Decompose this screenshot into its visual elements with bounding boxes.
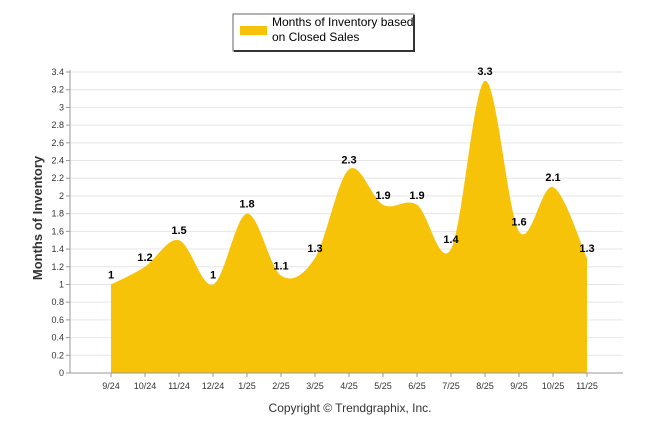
x-tick-label: 3/25 xyxy=(306,381,324,391)
data-label: 1.9 xyxy=(409,190,424,202)
x-tick-label: 11/25 xyxy=(576,381,598,391)
y-tick-label: 2.8 xyxy=(51,120,64,130)
y-tick-label: 0.6 xyxy=(51,315,64,325)
y-tick-label: 2.6 xyxy=(51,138,64,148)
data-label: 1 xyxy=(210,269,216,281)
y-tick-labels: 0 0.2 0.4 0.6 0.8 1 1.2 1.4 1.6 1.8 2 2.2 2.4 2.6 2.8 3… xyxy=(51,67,64,378)
y-tick-label: 1.8 xyxy=(51,209,64,219)
y-tick-label: 0.4 xyxy=(51,333,64,343)
data-labels: 1 1.2 1.5 1 1.8 1.1 1.3 2.3 1.9 1.9 1.4 3.3 1.6 2.1 1.… xyxy=(108,66,595,282)
data-label: 1 xyxy=(108,269,114,281)
legend-label-line-2: on Closed Sales xyxy=(272,30,359,44)
x-tick-label: 10/25 xyxy=(542,381,565,391)
copyright-footer: Copyright © Trendgraphix, Inc. xyxy=(269,401,432,415)
y-tick-label: 0 xyxy=(59,368,64,378)
y-tick-label: 1.6 xyxy=(51,226,64,236)
x-tick-label: 4/25 xyxy=(340,381,358,391)
x-tick-label: 12/24 xyxy=(202,381,225,391)
data-label: 1.1 xyxy=(273,261,288,273)
y-tick-label: 1 xyxy=(59,279,64,289)
x-tick-label: 6/25 xyxy=(408,381,426,391)
x-tick-label: 8/25 xyxy=(476,381,494,391)
data-label: 1.9 xyxy=(375,190,390,202)
y-tick-label: 0.8 xyxy=(51,297,64,307)
x-tick-label: 11/24 xyxy=(168,381,190,391)
inventory-area xyxy=(111,80,587,373)
y-tick-label: 3.4 xyxy=(51,67,64,77)
x-tick-label: 1/25 xyxy=(238,381,256,391)
y-tick-label: 2.4 xyxy=(51,156,64,166)
y-tick-label: 1.4 xyxy=(51,244,64,254)
area-layer xyxy=(111,80,587,373)
axes xyxy=(69,70,623,377)
x-tick-labels: 9/24 10/24 11/24 12/24 1/25 2/25 3/25 4/25 5/25 6… xyxy=(102,381,598,391)
y-axis-title: Months of Inventory xyxy=(30,155,45,280)
data-label: 2.3 xyxy=(341,154,356,166)
y-tick-label: 1.2 xyxy=(51,262,64,272)
data-label: 1.3 xyxy=(307,243,322,255)
y-tick-label: 3 xyxy=(59,102,64,112)
x-tick-label: 9/24 xyxy=(102,381,120,391)
data-label: 1.8 xyxy=(239,199,254,211)
legend: Months of Inventory based on Closed Sale… xyxy=(232,13,415,52)
data-label: 1.6 xyxy=(511,216,526,228)
legend-swatch xyxy=(240,26,267,35)
x-tick-label: 7/25 xyxy=(442,381,460,391)
data-label: 1.3 xyxy=(579,243,594,255)
y-tick-label: 3.2 xyxy=(51,85,64,95)
x-tick-label: 9/25 xyxy=(510,381,528,391)
data-label: 2.1 xyxy=(545,172,560,184)
x-tick-label: 10/24 xyxy=(134,381,157,391)
y-tick-label: 2.2 xyxy=(51,173,64,183)
data-label: 3.3 xyxy=(477,66,492,78)
x-tick-label: 2/25 xyxy=(272,381,290,391)
y-tick-label: 0.2 xyxy=(51,350,64,360)
legend-label-line-1: Months of Inventory based xyxy=(272,15,413,29)
data-label: 1.2 xyxy=(137,252,152,264)
data-label: 1.5 xyxy=(171,225,186,237)
y-tick-label: 2 xyxy=(59,191,64,201)
data-label: 1.4 xyxy=(443,234,459,246)
x-tick-label: 5/25 xyxy=(374,381,392,391)
